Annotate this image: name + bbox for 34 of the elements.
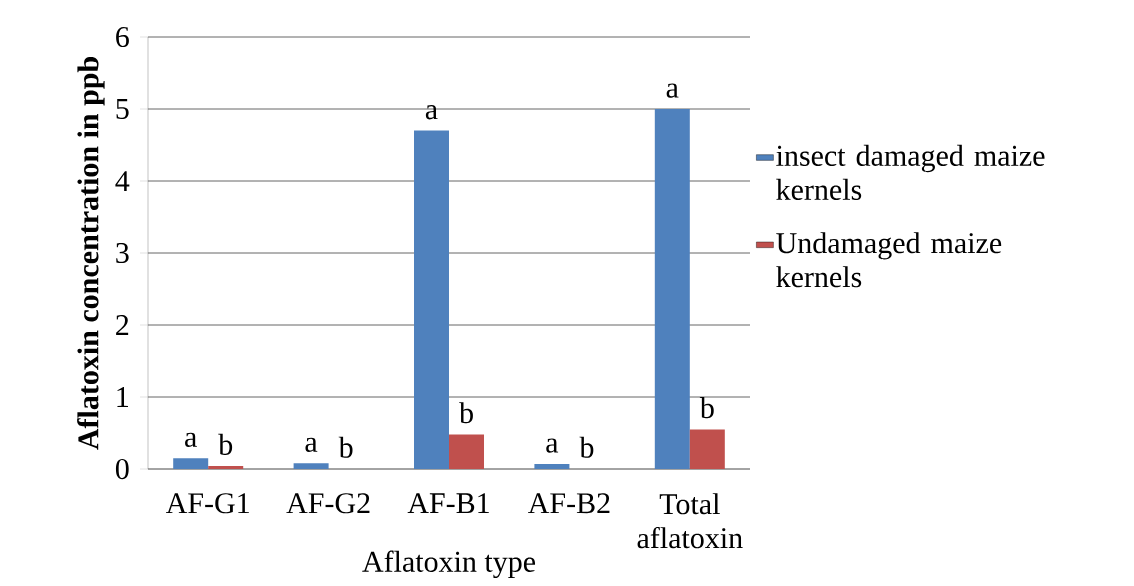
y-tick-label: 5	[116, 99, 129, 119]
x-tick-label: AF-B1	[407, 493, 489, 514]
x-tick-label: AF-G1	[165, 493, 249, 514]
annotation: b	[579, 436, 594, 458]
annotation: a	[666, 83, 679, 98]
annotation: a	[546, 438, 559, 453]
y-tick-label: 2	[116, 315, 129, 335]
x-tick-label: AF-B2	[528, 493, 610, 514]
bar	[173, 458, 209, 469]
y-tick-label: 0	[115, 458, 129, 480]
annotation: a	[425, 105, 438, 120]
bar	[208, 466, 244, 469]
annotation: b	[699, 397, 714, 419]
x-tick-label: AF-G2	[286, 493, 370, 514]
x-tick-label: Total aflatoxin	[637, 493, 743, 549]
legend-label: Undamaged maize kernels	[776, 232, 1002, 288]
bar	[293, 463, 329, 469]
annotation: b	[218, 433, 233, 455]
bar	[689, 429, 725, 469]
annotation: b	[338, 436, 353, 458]
y-tick-label: 3	[116, 242, 129, 264]
y-tick-label: 6	[116, 26, 129, 48]
bar	[654, 109, 690, 469]
legend-label: insect damaged maize kernels	[776, 144, 1045, 200]
bar	[534, 463, 570, 469]
annotation: b	[459, 402, 473, 424]
y-tick-label: 1	[117, 387, 128, 407]
annotation: a	[185, 432, 197, 447]
y-axis-title: Aflatoxin concentration in ppb	[77, 57, 105, 450]
annotation: a	[305, 437, 318, 453]
y-tick-label: 4	[115, 171, 130, 191]
bar	[414, 130, 449, 469]
bar	[449, 434, 484, 469]
x-axis-title: Aflatoxin type	[362, 550, 536, 579]
